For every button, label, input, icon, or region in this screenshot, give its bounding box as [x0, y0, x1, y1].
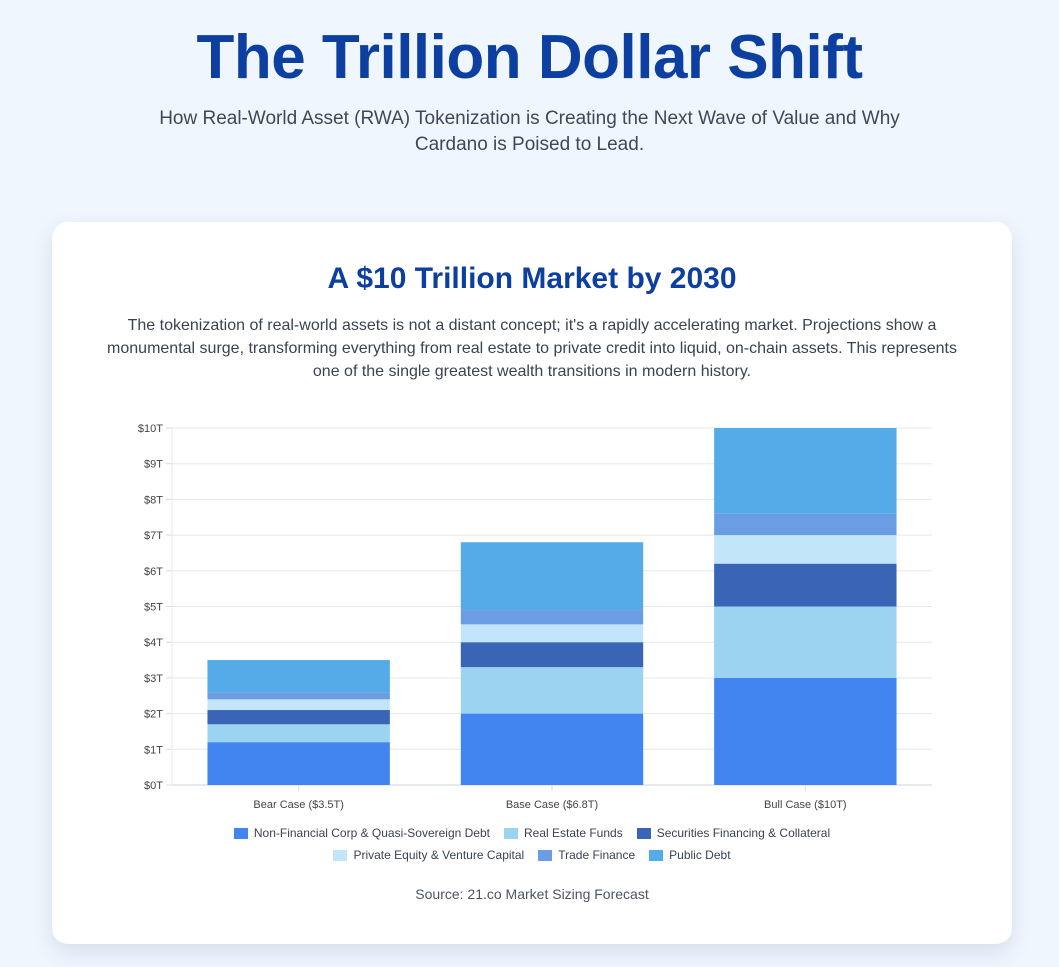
bar-segment — [714, 535, 897, 564]
bar-segment — [460, 642, 644, 668]
bar-segment — [460, 542, 644, 611]
card-description: The tokenization of real-world assets is… — [107, 317, 957, 380]
bar-segment — [460, 610, 644, 625]
legend-swatch — [503, 827, 518, 839]
bar-segment — [207, 710, 390, 725]
chart-source: Source: 21.co Market Sizing Forecast — [415, 886, 649, 902]
page-subtitle: How Real-World Asset (RWA) Tokenization … — [159, 108, 900, 155]
bar-segment — [714, 428, 897, 514]
legend-item[interactable]: Real Estate Funds — [503, 826, 623, 840]
legend-swatch — [233, 827, 248, 839]
bar-segment — [714, 677, 897, 785]
legend-item[interactable]: Public Debt — [649, 848, 731, 862]
legend-swatch — [649, 849, 664, 861]
legend-swatch — [538, 849, 553, 861]
legend-item[interactable]: Trade Finance — [538, 848, 635, 862]
card-title: A $10 Trillion Market by 2030 — [327, 262, 737, 295]
bar-segment — [207, 692, 390, 700]
y-tick-label: $10T — [138, 423, 163, 435]
y-tick-label: $1T — [144, 744, 163, 756]
chart-legend: Non-Financial Corp & Quasi-Sovereign Deb… — [52, 822, 1012, 866]
legend-label: Real Estate Funds — [523, 826, 623, 840]
x-tick-label: Bear Case ($3.5T) — [253, 799, 343, 811]
legend-label: Private Equity & Venture Capital — [353, 848, 525, 862]
bar-segment — [714, 513, 897, 536]
legend-swatch — [636, 827, 651, 839]
page-title: The Trillion Dollar Shift — [196, 23, 863, 92]
legend-item[interactable]: Private Equity & Venture Capital — [333, 848, 524, 862]
y-tick-label: $8T — [144, 494, 163, 506]
bar-segment — [714, 606, 897, 678]
legend-swatch — [333, 849, 348, 861]
y-tick-label: $9T — [144, 459, 163, 471]
bar-segment — [714, 563, 897, 607]
bar-segment — [207, 699, 390, 711]
legend-label: Public Debt — [669, 848, 731, 862]
y-tick-label: $7T — [144, 530, 163, 542]
legend-row: Private Equity & Venture Capital Trade Fi… — [52, 844, 1012, 866]
legend-label: Securities Financing & Collateral — [656, 826, 831, 840]
legend-item[interactable]: Securities Financing & Collateral — [636, 826, 831, 840]
y-tick-label: $3T — [144, 673, 163, 685]
bar-segment — [207, 724, 390, 743]
y-tick-label: $2T — [144, 709, 163, 721]
legend-label: Trade Finance — [558, 848, 636, 862]
y-tick-label: $6T — [144, 566, 163, 578]
hero: The Trillion Dollar Shift How Real-World… — [0, 0, 1059, 158]
bar-segment — [460, 624, 644, 643]
legend-item[interactable]: Non-Financial Corp & Quasi-Sovereign Deb… — [233, 826, 490, 840]
y-tick-label: $4T — [144, 637, 163, 649]
y-tick-label: $0T — [144, 780, 163, 792]
legend-row: Non-Financial Corp & Quasi-Sovereign Deb… — [52, 822, 1012, 844]
bar-segment — [207, 660, 390, 693]
stacked-bar-chart: $0T $1T $2T $3T $4T $5T $6T $7T $8T $9T $10T Bear C… — [138, 423, 932, 811]
y-tick-label: $5T — [144, 602, 163, 614]
x-tick-label: Bull Case ($10T) — [764, 799, 847, 811]
x-tick-label: Base Case ($6.8T) — [506, 799, 598, 811]
bar-segment — [207, 742, 390, 785]
bar-segment — [460, 667, 644, 714]
legend-label: Non-Financial Corp & Quasi-Sovereign Deb… — [253, 826, 490, 840]
market-card: A $10 Trillion Market by 2030 The tokeni… — [52, 222, 1012, 944]
bar-segment — [460, 713, 644, 785]
